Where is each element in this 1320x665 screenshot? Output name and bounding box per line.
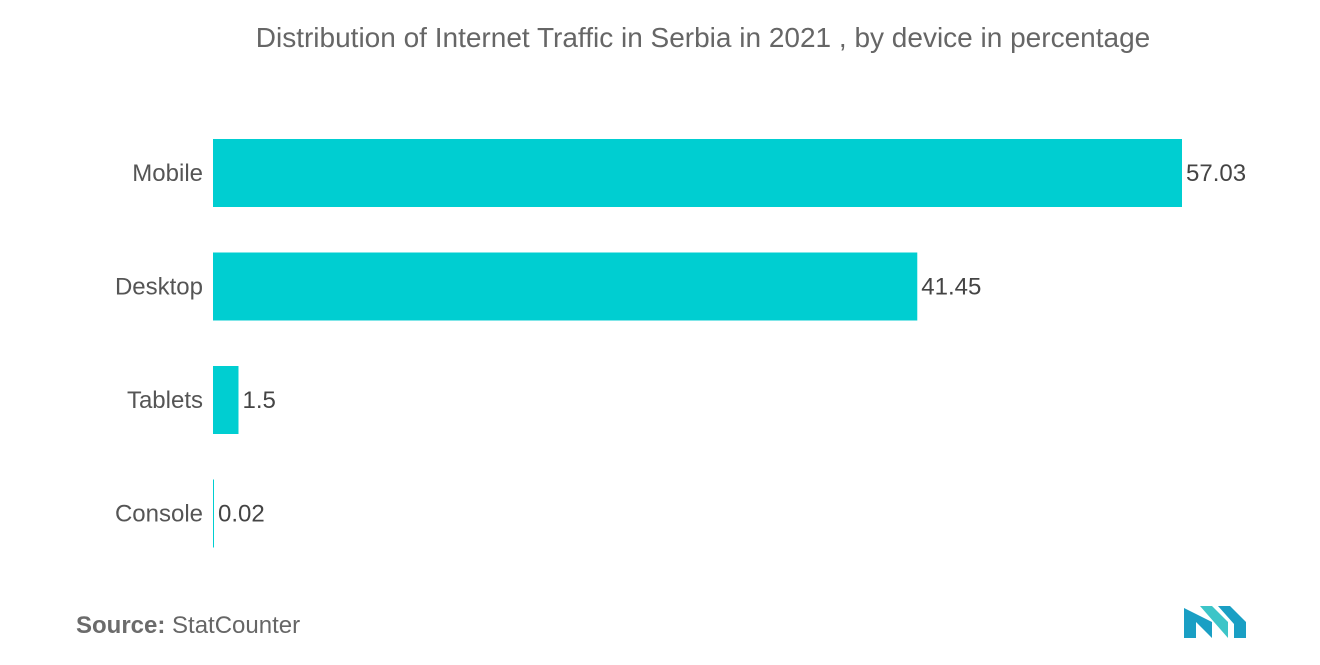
value-label-tablets: 1.5 xyxy=(242,387,275,414)
source-prefix: Source: xyxy=(76,612,166,639)
bar-chart: Mobile 57.03 Desktop 41.45 Tablets 1.5 Console… xyxy=(115,139,1246,548)
value-label-console: 0.02 xyxy=(218,501,265,528)
mordor-intelligence-logo-icon xyxy=(1184,606,1246,638)
bar-tablets xyxy=(213,366,239,434)
source-note: Source: StatCounter xyxy=(76,612,300,640)
category-label-console: Console xyxy=(115,501,203,528)
logo-middle-shape xyxy=(1200,606,1228,638)
category-label-desktop: Desktop xyxy=(115,274,203,301)
bar-desktop xyxy=(213,252,918,321)
value-label-desktop: 41.45 xyxy=(921,274,981,301)
chart-title: Distribution of Internet Traffic in Serb… xyxy=(255,22,1151,53)
category-label-tablets: Tablets xyxy=(127,387,203,414)
source-text: StatCounter xyxy=(172,612,301,639)
bar-console xyxy=(213,479,214,548)
value-label-mobile: 57.03 xyxy=(1186,160,1246,187)
logo-left-shape xyxy=(1184,608,1212,638)
bar-mobile xyxy=(213,139,1182,207)
logo-right-shape xyxy=(1218,606,1246,638)
category-label-mobile: Mobile xyxy=(132,160,203,187)
